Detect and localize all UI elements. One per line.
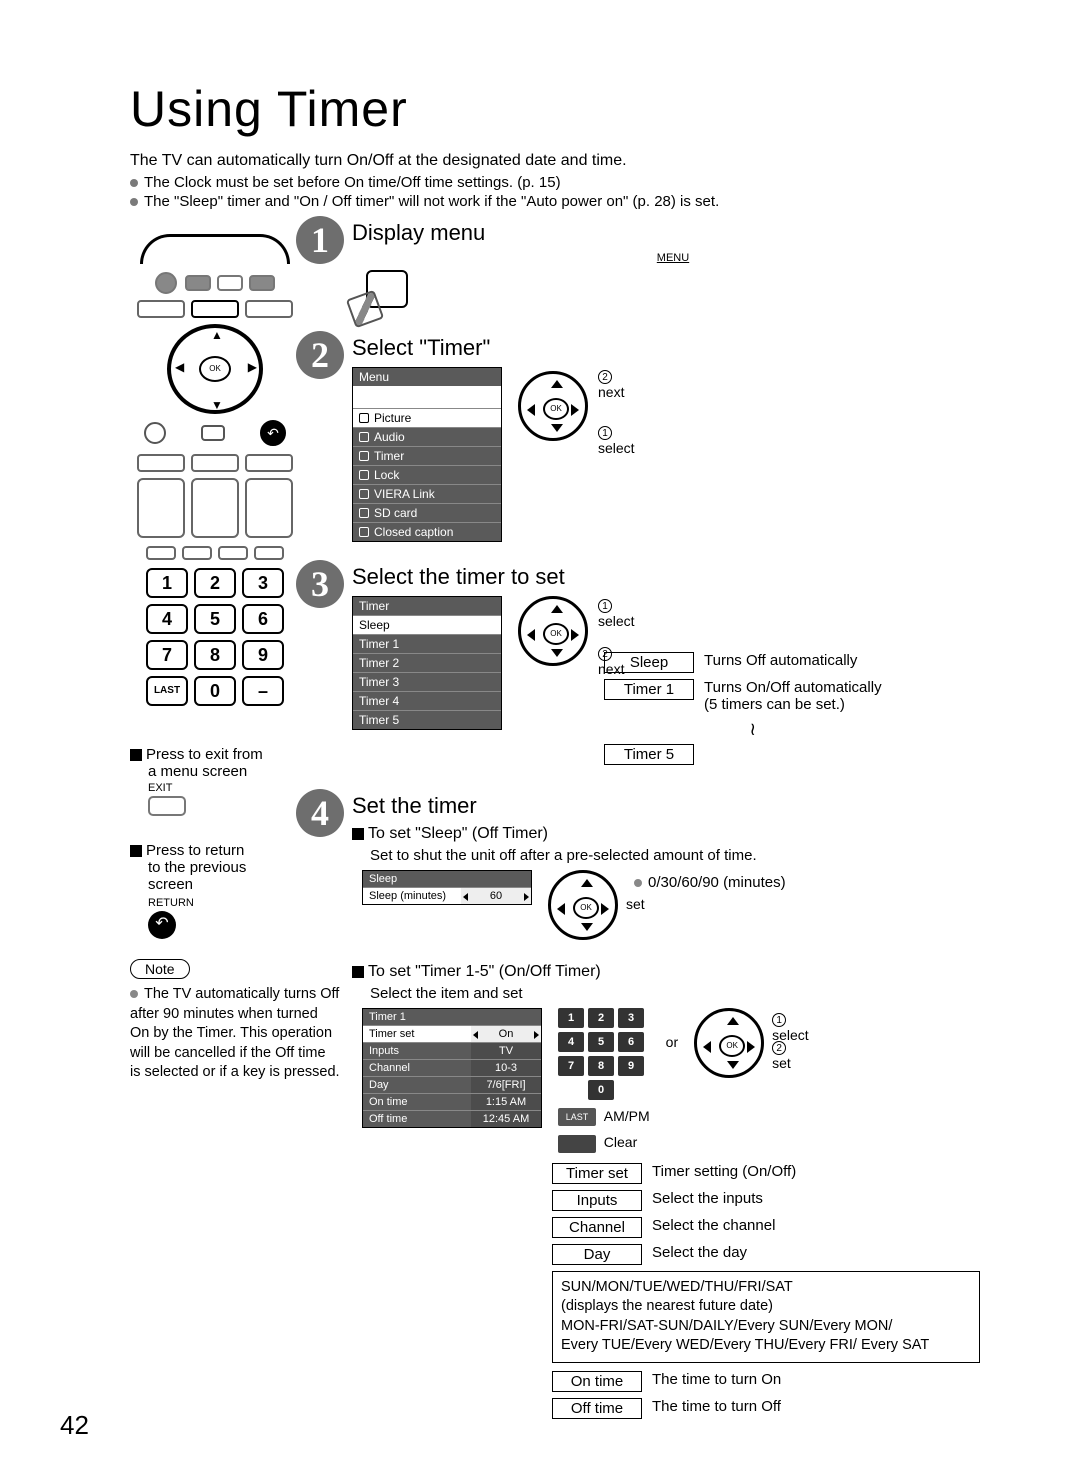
nav-dpad-icon: OK — [518, 371, 588, 441]
intro-bullet-1: The Clock must be set before On time/Off… — [130, 174, 980, 191]
remote-numpad: 1 2 3 4 5 6 7 8 9 LAST 0 – — [136, 568, 294, 706]
step-2: 2 Select "Timer" Menu Picture Audio Time… — [352, 335, 980, 542]
step-3: 3 Select the timer to set Timer Sleep Ti… — [352, 564, 980, 771]
sleep-setting-box: Sleep Sleep (minutes)60 — [362, 870, 532, 905]
nav-dpad-icon: OK — [694, 1008, 764, 1078]
page-number: 42 — [60, 1410, 89, 1441]
return-note: Press to return to the previous screen R… — [130, 842, 340, 939]
note-section: Note The TV automatically turns Off afte… — [130, 939, 340, 1083]
step-1: 1 Display menu MENU — [352, 220, 980, 313]
mini-numpad: 123 456 789 0 — [558, 1008, 650, 1100]
timer-menu-box: Timer Sleep Timer 1 Timer 2 Timer 3 Time… — [352, 596, 502, 730]
timer1-setting-box: Timer 1 Timer setOn InputsTV Channel10-3… — [362, 1008, 542, 1128]
main-menu-box: Menu Picture Audio Timer Lock VIERA Link… — [352, 367, 502, 542]
step-4: 4 Set the timer To set "Sleep" (Off Time… — [352, 793, 980, 1419]
day-options-box: SUN/MON/TUE/WED/THU/FRI/SAT (displays th… — [552, 1271, 980, 1363]
nav-dpad-icon: OK — [548, 870, 618, 940]
page-title: Using Timer — [130, 80, 980, 138]
intro-text: The TV can automatically turn On/Off at … — [130, 152, 980, 170]
intro-bullet-2: The "Sleep" timer and "On / Off timer" w… — [130, 193, 980, 210]
menu-button-icon — [366, 270, 408, 308]
nav-dpad-icon: OK — [518, 596, 588, 666]
remote-illustration: OK ▲ ▼ ◀ ▶ ↶ 1 2 3 4 — [130, 226, 300, 720]
remote-ok-button: OK — [199, 356, 231, 382]
